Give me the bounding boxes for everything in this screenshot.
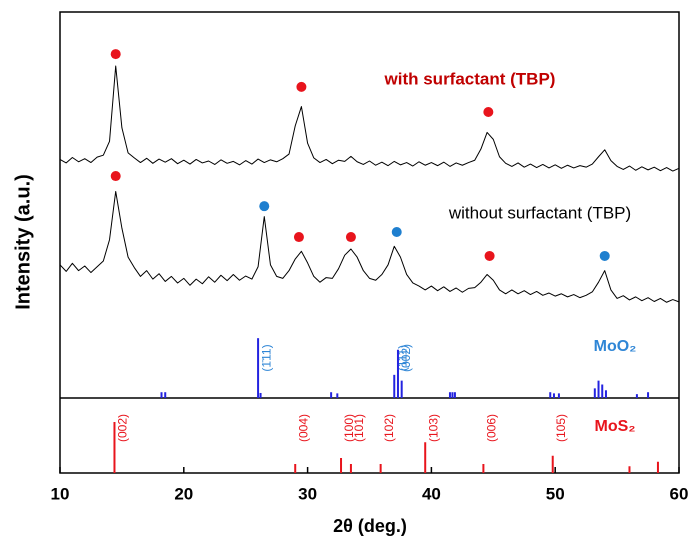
series-label: with surfactant (TBP) (384, 69, 556, 88)
phase-marker (483, 106, 494, 117)
hkl-label: (103) (426, 414, 440, 442)
hkl-label: (002) (399, 344, 413, 372)
x-axis-label: 2θ (deg.) (333, 516, 407, 536)
hkl-label: (002) (116, 414, 130, 442)
x-tick-label: 40 (422, 484, 441, 503)
phase-marker (110, 49, 121, 60)
hkl-label: (101) (352, 414, 366, 442)
x-tick-label: 30 (298, 484, 317, 503)
hkl-label: (1̄11) (259, 344, 273, 371)
plot-frame (59, 11, 680, 474)
phase-marker (391, 227, 402, 238)
phase-marker (293, 232, 304, 243)
phase-marker (599, 250, 610, 261)
phase-marker (110, 171, 121, 182)
phase-label: MoS₂ (595, 418, 636, 435)
y-axis-label: Intensity (a.u.) (12, 174, 34, 310)
xrd-curve (59, 65, 680, 172)
hkl-label: (105) (554, 414, 568, 442)
hkl-label: (004) (296, 414, 310, 442)
xrd-curve (59, 190, 680, 303)
x-tick-label: 50 (546, 484, 565, 503)
series-label: without surfactant (TBP) (448, 203, 631, 222)
hkl-label: (100) (342, 414, 356, 442)
phase-marker (259, 201, 270, 212)
x-tick-label: 10 (51, 484, 70, 503)
phase-marker (345, 232, 356, 243)
x-tick-label: 60 (670, 484, 689, 503)
phase-marker (296, 81, 307, 92)
x-tick-label: 20 (174, 484, 193, 503)
phase-marker (484, 250, 495, 261)
hkl-label: (102) (382, 414, 396, 442)
hkl-label: (006) (485, 414, 499, 442)
phase-label: MoO₂ (594, 338, 637, 355)
